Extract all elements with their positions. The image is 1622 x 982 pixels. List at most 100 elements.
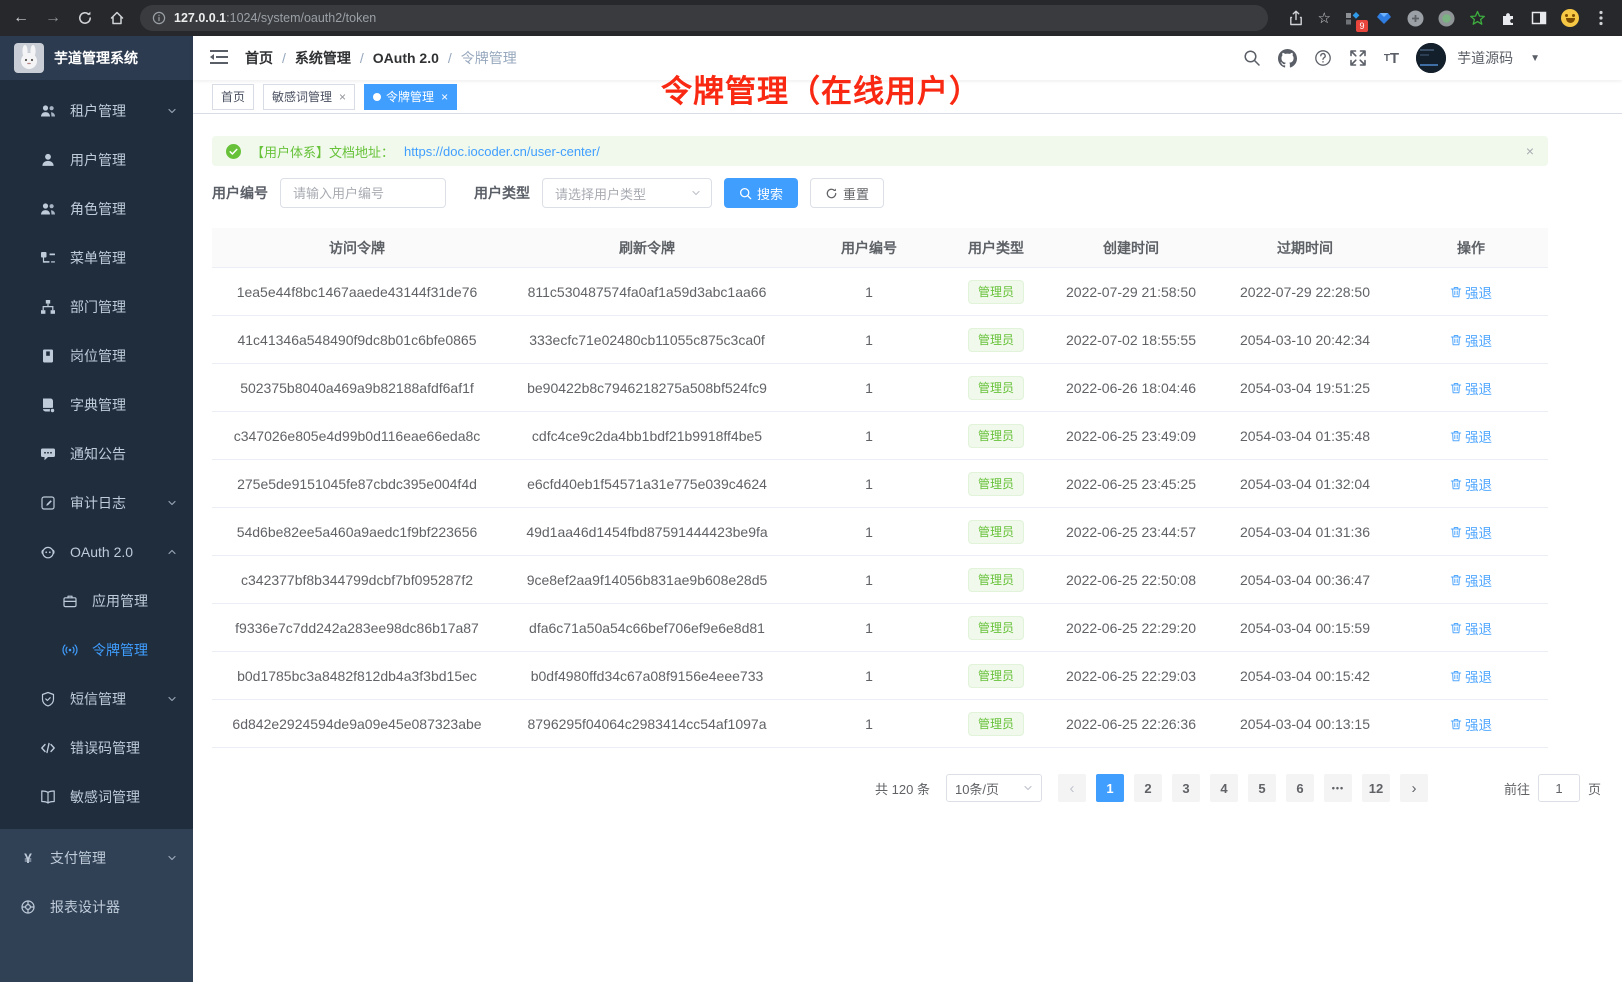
avatar[interactable] bbox=[1416, 43, 1447, 73]
cell-refresh-token: dfa6c71a50a54c66bef706ef9e6e8d81 bbox=[529, 619, 765, 636]
tab-sensitive-words[interactable]: 敏感词管理 × bbox=[263, 83, 356, 110]
search-icon[interactable] bbox=[1243, 49, 1261, 67]
cell-expire-time: 2054-03-04 01:35:48 bbox=[1240, 427, 1370, 444]
browser-forward-icon[interactable]: → bbox=[45, 9, 61, 26]
star-extension-icon[interactable] bbox=[1468, 9, 1486, 27]
goto-page-input[interactable] bbox=[1537, 774, 1580, 802]
sidebar-item-audit-log[interactable]: 审计日志 bbox=[0, 478, 193, 527]
next-page-button[interactable]: › bbox=[1399, 774, 1428, 802]
user-id-input[interactable] bbox=[280, 178, 446, 208]
page-size-select[interactable]: 10条/页 bbox=[945, 774, 1042, 802]
force-logout-button[interactable]: 强退 bbox=[1450, 522, 1492, 542]
trash-icon bbox=[1450, 382, 1462, 393]
browser-reload-icon[interactable] bbox=[76, 10, 94, 26]
caret-down-icon[interactable]: ▼ bbox=[1530, 52, 1540, 64]
cell-actions: 强退 bbox=[1394, 570, 1548, 590]
open-book-icon bbox=[40, 789, 56, 805]
browser-home-icon[interactable] bbox=[108, 10, 126, 26]
user-id-label: 用户编号 bbox=[212, 185, 268, 201]
sidebar-item-dept[interactable]: 部门管理 bbox=[0, 282, 193, 331]
sidebar-item-tenant[interactable]: 租户管理 bbox=[0, 86, 193, 135]
browser-menu-icon[interactable] bbox=[1592, 9, 1610, 27]
user-type-badge: 管理员 bbox=[967, 663, 1024, 688]
force-logout-button[interactable]: 强退 bbox=[1450, 378, 1492, 398]
prev-page-button[interactable]: ‹ bbox=[1057, 774, 1086, 802]
cell-access-token: 502375b8040a469a9b82188afdf6af1f bbox=[240, 379, 474, 396]
puzzle-extensions-icon[interactable] bbox=[1499, 9, 1517, 27]
close-icon[interactable]: × bbox=[441, 89, 449, 104]
sidebar-collapse-icon[interactable] bbox=[209, 48, 229, 68]
sidebar-item-label: 部门管理 bbox=[70, 298, 126, 315]
logo-bar[interactable]: 芋道管理系统 bbox=[0, 36, 193, 80]
breadcrumb-oauth[interactable]: OAuth 2.0 bbox=[372, 50, 439, 66]
user-type-select[interactable]: 请选择用户类型 bbox=[542, 178, 712, 208]
more-pages-button[interactable]: ••• bbox=[1323, 774, 1352, 802]
chevron-down-icon bbox=[167, 103, 177, 119]
username[interactable]: 芋道源码 bbox=[1457, 50, 1514, 66]
tab-token[interactable]: 令牌管理 × bbox=[364, 83, 458, 110]
sidebar-item-payment[interactable]: ¥ 支付管理 bbox=[0, 833, 193, 882]
doc-link[interactable]: https://doc.iocoder.cn/user-center/ bbox=[404, 143, 600, 159]
round-extension-icon[interactable] bbox=[1406, 9, 1424, 27]
github-icon[interactable] bbox=[1277, 48, 1297, 68]
sidebar-item-user[interactable]: 用户管理 bbox=[0, 135, 193, 184]
breadcrumb-home[interactable]: 首页 bbox=[245, 50, 273, 66]
green-dot-extension-icon[interactable] bbox=[1437, 9, 1455, 27]
close-icon[interactable]: × bbox=[339, 89, 347, 104]
trash-icon bbox=[1450, 286, 1462, 297]
bookmark-star-icon[interactable]: ☆ bbox=[1317, 10, 1331, 27]
content: 【用户体系】文档地址： https://doc.iocoder.cn/user-… bbox=[193, 114, 1622, 802]
page-button-5[interactable]: 5 bbox=[1247, 774, 1276, 802]
extension-pinned-icon[interactable]: 9 bbox=[1344, 9, 1368, 32]
browser-back-icon[interactable]: ← bbox=[13, 9, 29, 26]
user-type-badge: 管理员 bbox=[967, 615, 1024, 640]
breadcrumb-system[interactable]: 系统管理 bbox=[294, 50, 351, 66]
force-logout-button[interactable]: 强退 bbox=[1450, 282, 1492, 302]
page-button-6[interactable]: 6 bbox=[1285, 774, 1314, 802]
force-logout-button[interactable]: 强退 bbox=[1450, 474, 1492, 494]
page-button-3[interactable]: 3 bbox=[1171, 774, 1200, 802]
sidebar-item-role[interactable]: 角色管理 bbox=[0, 184, 193, 233]
gem-extension-icon[interactable] bbox=[1375, 9, 1393, 27]
page-button-4[interactable]: 4 bbox=[1209, 774, 1238, 802]
sidebar-item-oauth[interactable]: OAuth 2.0 bbox=[0, 527, 193, 576]
sidebar-item-oauth-token[interactable]: 令牌管理 bbox=[0, 625, 193, 674]
sidebar-item-sensitive-words[interactable]: 敏感词管理 bbox=[0, 772, 193, 821]
alert-close-icon[interactable]: × bbox=[1525, 143, 1534, 159]
force-logout-button[interactable]: 强退 bbox=[1450, 330, 1492, 350]
search-button[interactable]: 搜索 bbox=[724, 178, 799, 208]
sidebar-item-sms[interactable]: 短信管理 bbox=[0, 674, 193, 723]
share-icon[interactable] bbox=[1287, 9, 1305, 27]
sidebar-item-errorcode[interactable]: 错误码管理 bbox=[0, 723, 193, 772]
user-type-badge: 管理员 bbox=[967, 711, 1024, 736]
sidebar-item-oauth-app[interactable]: 应用管理 bbox=[0, 576, 193, 625]
force-logout-button[interactable]: 强退 bbox=[1450, 714, 1492, 734]
sidebar-item-post[interactable]: 岗位管理 bbox=[0, 331, 193, 380]
fullscreen-icon[interactable] bbox=[1349, 49, 1367, 67]
sidebar-item-dict[interactable]: 字典管理 bbox=[0, 380, 193, 429]
tab-home[interactable]: 首页 bbox=[212, 83, 255, 110]
sidebar-item-notice[interactable]: 通知公告 bbox=[0, 429, 193, 478]
reset-button[interactable]: 重置 bbox=[810, 178, 885, 208]
page-button-2[interactable]: 2 bbox=[1133, 774, 1162, 802]
page-button-12[interactable]: 12 bbox=[1361, 774, 1390, 802]
force-logout-button[interactable]: 强退 bbox=[1450, 426, 1492, 446]
sidebar-item-report-designer[interactable]: 报表设计器 bbox=[0, 882, 193, 931]
address-bar[interactable]: 127.0.0.1:1024/system/oauth2/token bbox=[140, 5, 1268, 31]
help-icon[interactable] bbox=[1314, 49, 1332, 67]
cell-actions: 强退 bbox=[1394, 282, 1548, 302]
force-logout-button[interactable]: 强退 bbox=[1450, 618, 1492, 638]
split-screen-icon[interactable] bbox=[1530, 9, 1548, 27]
tags-view: 首页 敏感词管理 × 令牌管理 × bbox=[193, 80, 1622, 114]
cell-user-id: 1 bbox=[865, 427, 873, 444]
force-logout-button[interactable]: 强退 bbox=[1450, 570, 1492, 590]
cell-user-id: 1 bbox=[865, 379, 873, 396]
page-button-1[interactable]: 1 bbox=[1095, 774, 1124, 802]
site-info-icon[interactable] bbox=[152, 11, 166, 25]
profile-avatar-icon[interactable] bbox=[1561, 9, 1579, 27]
search-icon bbox=[739, 187, 752, 199]
sidebar-item-menu[interactable]: 菜单管理 bbox=[0, 233, 193, 282]
force-logout-button[interactable]: 强退 bbox=[1450, 666, 1492, 686]
cell-user-id: 1 bbox=[865, 523, 873, 540]
